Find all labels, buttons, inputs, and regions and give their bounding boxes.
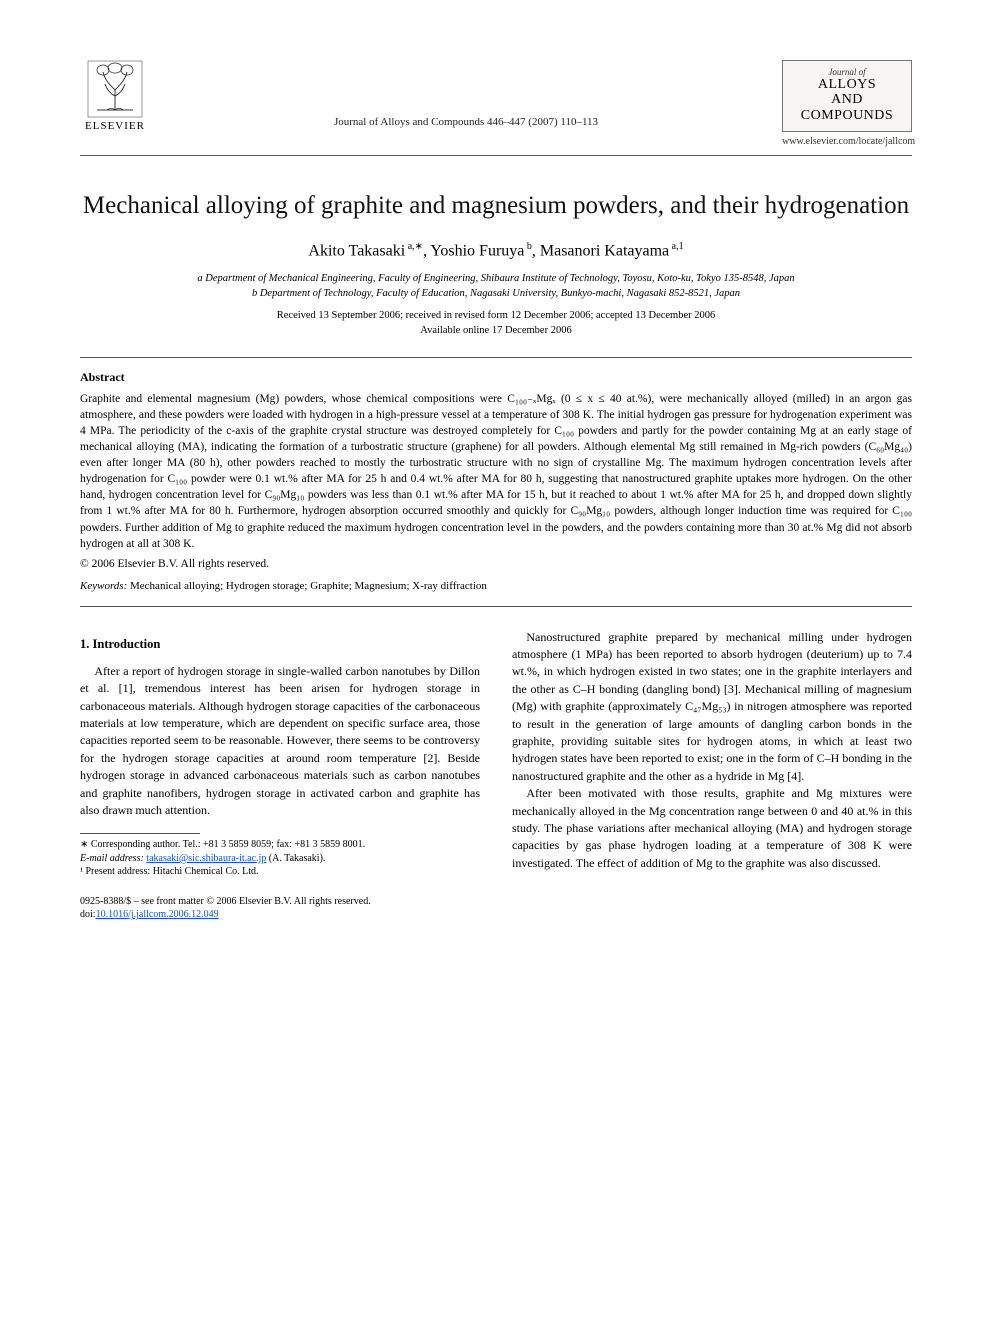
footer-doi-label: doi: <box>80 909 96 920</box>
affiliation-b: b Department of Technology, Faculty of E… <box>80 287 912 302</box>
footnote-rule <box>80 833 200 834</box>
header-row: ELSEVIER Journal of Alloys and Compounds… <box>80 60 912 147</box>
journal-brand-line1: ALLOYS <box>787 77 907 92</box>
column-right: Nanostructured graphite prepared by mech… <box>512 629 912 879</box>
dates-received: Received 13 September 2006; received in … <box>80 309 912 324</box>
footnotes: ∗ Corresponding author. Tel.: +81 3 5859… <box>80 838 480 879</box>
paper-title: Mechanical alloying of graphite and magn… <box>80 190 912 223</box>
footer-doi[interactable]: 10.1016/j.jallcom.2006.12.049 <box>96 909 219 920</box>
footnote-email-label: E-mail address: <box>80 853 144 864</box>
footnote-email-tail: (A. Takasaki). <box>269 853 326 864</box>
rule-top <box>80 155 912 156</box>
publisher-logo: ELSEVIER <box>80 60 150 140</box>
keywords-label: Keywords: <box>80 580 127 592</box>
keywords-text: Mechanical alloying; Hydrogen storage; G… <box>130 580 487 592</box>
abstract-heading: Abstract <box>80 370 912 385</box>
footer-doi-line: doi:10.1016/j.jallcom.2006.12.049 <box>80 908 912 922</box>
body-paragraph-2: Nanostructured graphite prepared by mech… <box>512 629 912 786</box>
journal-brand-box: Journal of ALLOYS AND COMPOUNDS <box>782 60 912 132</box>
footer-front-matter: 0925-8388/$ – see front matter © 2006 El… <box>80 895 912 909</box>
keywords-line: Keywords: Mechanical alloying; Hydrogen … <box>80 580 912 592</box>
authors-line: Akito Takasaki a,∗, Yoshio Furuya b, Mas… <box>80 241 912 260</box>
affiliation-a: a Department of Mechanical Engineering, … <box>80 272 912 287</box>
footnote-corresponding: ∗ Corresponding author. Tel.: +81 3 5859… <box>80 838 480 852</box>
journal-reference: Journal of Alloys and Compounds 446–447 … <box>150 116 782 128</box>
locate-url: www.elsevier.com/locate/jallcom <box>782 136 912 147</box>
footnote-email-line: E-mail address: takasaki@sic.shibaura-it… <box>80 852 480 866</box>
journal-brand-block: Journal of ALLOYS AND COMPOUNDS www.else… <box>782 60 912 147</box>
page-footer: 0925-8388/$ – see front matter © 2006 El… <box>80 895 912 922</box>
publisher-name: ELSEVIER <box>85 120 145 132</box>
column-left: 1. Introduction After a report of hydrog… <box>80 629 480 879</box>
body-paragraph-3: After been motivated with those results,… <box>512 785 912 872</box>
footnote-present-address: ¹ Present address: Hitachi Chemical Co. … <box>80 865 480 879</box>
journal-brand-line2: AND COMPOUNDS <box>787 92 907 123</box>
journal-brand-top: Journal of <box>787 67 907 77</box>
rule-above-abstract <box>80 357 912 358</box>
affiliations: a Department of Mechanical Engineering, … <box>80 272 912 301</box>
intro-paragraph-1: After a report of hydrogen storage in si… <box>80 663 480 820</box>
copyright-line: © 2006 Elsevier B.V. All rights reserved… <box>80 558 912 570</box>
rule-below-keywords <box>80 606 912 607</box>
article-dates: Received 13 September 2006; received in … <box>80 309 912 338</box>
intro-heading: 1. Introduction <box>80 635 480 653</box>
footnote-email[interactable]: takasaki@sic.shibaura-it.ac.jp <box>146 853 266 864</box>
dates-online: Available online 17 December 2006 <box>80 324 912 339</box>
elsevier-tree-icon <box>87 60 143 118</box>
body-columns: 1. Introduction After a report of hydrog… <box>80 629 912 879</box>
abstract-text: Graphite and elemental magnesium (Mg) po… <box>80 391 912 552</box>
paper-page: ELSEVIER Journal of Alloys and Compounds… <box>0 0 992 962</box>
